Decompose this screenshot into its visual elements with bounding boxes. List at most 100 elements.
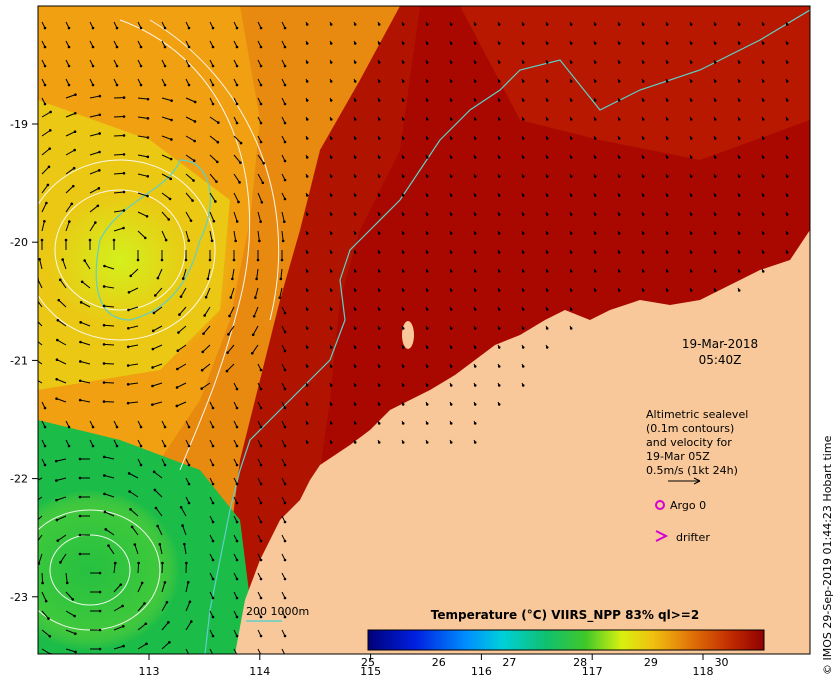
velocity-arrow [65, 629, 76, 635]
velocity-arrow-head [259, 140, 263, 144]
velocity-arrow-head [98, 647, 102, 651]
velocity-arrow-head [235, 83, 239, 87]
velocity-arrow-head [761, 80, 765, 83]
velocity-arrow-head [617, 251, 621, 254]
velocity-arrow-head [449, 308, 453, 311]
velocity-arrow-head [260, 200, 264, 204]
altimetry-note: Altimetric sealevel (0.1m contours) and … [646, 408, 748, 477]
velocity-arrow-head [187, 463, 191, 467]
velocity-arrow [128, 472, 139, 479]
isobaths [95, 9, 810, 654]
colorbar-tick-label: 30 [715, 656, 729, 669]
velocity-arrow-head [283, 368, 287, 372]
velocity-arrow-head [329, 346, 333, 349]
velocity-arrow-head [665, 156, 669, 159]
velocity-arrow-head [259, 501, 263, 505]
velocity-arrow [201, 382, 211, 390]
velocity-arrow-head [665, 61, 669, 64]
velocity-arrow-head [665, 80, 669, 83]
lon-tick-label: 113 [139, 665, 160, 678]
velocity-arrow-head [497, 384, 501, 387]
velocity-arrow-head [785, 80, 789, 83]
velocity-arrow [161, 116, 172, 121]
velocity-arrow-head [74, 650, 77, 654]
velocity-arrow-head [235, 558, 239, 562]
velocity-arrow-head [377, 99, 381, 102]
velocity-arrow-head [425, 327, 429, 330]
velocity-arrow-head [569, 80, 573, 83]
velocity-arrow-head [377, 80, 381, 83]
velocity-arrow-head [126, 327, 130, 330]
velocity-arrow-head [136, 258, 140, 262]
velocity-arrow-head [305, 365, 309, 368]
velocity-arrow [233, 154, 241, 164]
velocity-arrow-head [133, 543, 137, 546]
velocity-arrow-head [641, 194, 645, 197]
velocity-arrow-head [593, 232, 597, 235]
velocity-arrow-head [211, 406, 215, 410]
velocity-arrow [137, 562, 140, 574]
velocity-arrow-head [211, 444, 215, 448]
velocity-arrow-head [665, 289, 669, 292]
velocity-arrow-head [401, 327, 405, 330]
velocity-arrow [65, 167, 75, 175]
velocity-arrow-head [473, 80, 477, 83]
velocity-arrow [137, 211, 148, 217]
time-label: 05:40Z [699, 353, 742, 367]
velocity-arrow [137, 230, 146, 239]
velocity-arrow-head [98, 571, 102, 575]
velocity-arrow-head [259, 444, 263, 448]
velocity-arrow-head [593, 213, 597, 216]
velocity-arrow [233, 135, 242, 144]
note-line: 0.5m/s (1kt 24h) [646, 464, 738, 477]
velocity-arrow-head [61, 258, 64, 261]
velocity-arrow-head [239, 141, 243, 145]
velocity-arrow-head [689, 175, 693, 178]
velocity-arrow-head [259, 558, 263, 562]
velocity-arrow-head [34, 318, 37, 321]
velocity-arrow-head [497, 80, 501, 83]
velocity-arrow-head [175, 404, 179, 408]
velocity-arrow-head [103, 510, 107, 514]
velocity-arrow [38, 300, 43, 308]
velocity-arrow-head [113, 561, 117, 565]
lon-tick-label: 117 [582, 665, 603, 678]
velocity-arrow-head [737, 232, 741, 235]
velocity-arrow-head [545, 232, 549, 235]
velocity-arrow-head [41, 581, 44, 585]
velocity-arrow-head [449, 327, 453, 330]
velocity-arrow-head [545, 308, 549, 311]
velocity-arrow-head [425, 270, 429, 273]
velocity-arrow-head [305, 270, 309, 273]
velocity-arrow-head [283, 45, 287, 49]
velocity-arrow-head [235, 501, 239, 505]
velocity-arrow-head [211, 501, 215, 505]
velocity-arrow-head [235, 520, 239, 524]
velocity-arrow-head [305, 441, 309, 444]
velocity-arrow [233, 230, 237, 241]
velocity-arrow [233, 211, 238, 222]
velocity-arrow [229, 306, 235, 317]
velocity-arrow-head [187, 26, 191, 30]
velocity-arrow-head [641, 251, 645, 254]
velocity-arrow [185, 582, 189, 593]
velocity-arrow-head [521, 346, 525, 349]
velocity-arrow-head [67, 425, 71, 429]
velocity-arrow-head [187, 501, 191, 505]
velocity-arrow-head [665, 270, 669, 273]
velocity-arrow [56, 458, 67, 462]
velocity-arrow-head [689, 194, 693, 197]
velocity-arrow-head [377, 42, 381, 45]
velocity-arrow-head [377, 118, 381, 121]
velocity-arrow-head [102, 400, 106, 403]
velocity-arrow-head [353, 232, 357, 235]
velocity-arrow [113, 227, 124, 232]
velocity-arrow-head [283, 121, 287, 125]
velocity-arrow [108, 545, 115, 555]
velocity-arrow-head [449, 232, 453, 235]
velocity-arrow-head [665, 213, 669, 216]
velocity-arrow-head [235, 425, 239, 429]
velocity-arrow-head [129, 508, 132, 511]
velocity-arrow-head [425, 346, 429, 349]
